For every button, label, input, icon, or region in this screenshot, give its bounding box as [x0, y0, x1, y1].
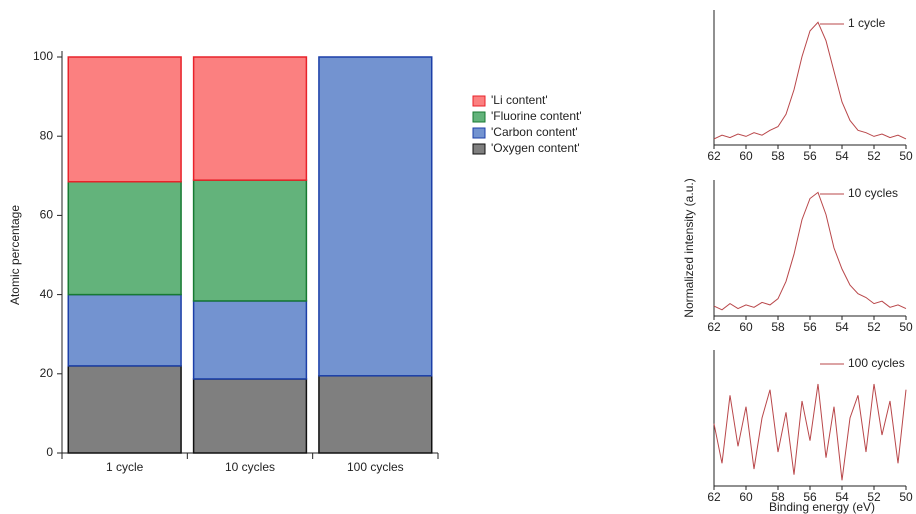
y-axis-label: Normalized intensity (a.u.) — [682, 178, 696, 317]
y-tick-label: 40 — [40, 287, 54, 301]
bar-segment — [318, 56, 433, 377]
x-tick-label: 1 cycle — [106, 460, 144, 474]
x-tick-label: 50 — [899, 149, 913, 163]
x-tick-label: 52 — [867, 490, 881, 504]
x-tick-label: 54 — [835, 149, 849, 163]
y-tick-label: 20 — [40, 366, 54, 380]
spectrum-line — [713, 383, 907, 481]
x-tick-label: 60 — [739, 320, 753, 334]
legend-swatch — [472, 143, 486, 155]
x-tick-label: 52 — [867, 320, 881, 334]
bar-segment — [192, 300, 308, 380]
legend-label: 'Fluorine content' — [491, 109, 582, 123]
legend-swatch — [472, 111, 486, 123]
x-tick-label: 52 — [867, 149, 881, 163]
bar-segment — [67, 365, 182, 454]
spectrum-line — [713, 191, 907, 311]
x-tick-label: 62 — [707, 490, 721, 504]
x-tick-label: 62 — [707, 320, 721, 334]
legend-label: 'Li content' — [491, 93, 548, 107]
bar-segment — [67, 293, 182, 367]
legend-label: 'Carbon content' — [491, 125, 578, 139]
legend-label: 'Oxygen content' — [491, 141, 580, 155]
legend-label: 1 cycle — [848, 16, 886, 30]
legend-label: 10 cycles — [848, 186, 898, 200]
bar-segment — [192, 179, 308, 302]
x-tick-label: 54 — [835, 490, 849, 504]
legend-swatch — [472, 95, 486, 107]
x-tick-label: 100 cycles — [347, 460, 404, 474]
x-tick-label: 62 — [707, 149, 721, 163]
x-tick-label: 60 — [739, 490, 753, 504]
x-axis-label: Binding energy (eV) — [769, 500, 875, 514]
x-tick-label: 56 — [803, 490, 817, 504]
x-tick-label: 10 cycles — [225, 460, 275, 474]
y-tick-label: 0 — [46, 445, 53, 459]
x-tick-label: 50 — [899, 320, 913, 334]
x-tick-label: 60 — [739, 149, 753, 163]
x-tick-label: 56 — [803, 320, 817, 334]
y-tick-label: 60 — [40, 208, 54, 222]
bar-segment — [318, 375, 433, 454]
bar-segment — [192, 378, 308, 454]
x-tick-label: 58 — [771, 149, 785, 163]
y-tick-label: 100 — [33, 49, 53, 63]
bar-segment — [192, 56, 308, 181]
legend-label: 100 cycles — [848, 356, 905, 370]
y-axis-label: Atomic percentage — [8, 205, 22, 305]
bar-segment — [67, 56, 182, 183]
x-tick-label: 58 — [771, 490, 785, 504]
bar-segment — [67, 180, 182, 296]
y-tick-label: 80 — [40, 128, 54, 142]
x-tick-label: 56 — [803, 149, 817, 163]
legend-swatch — [472, 127, 486, 139]
spectrum-line — [713, 21, 907, 140]
x-tick-label: 54 — [835, 320, 849, 334]
x-tick-label: 50 — [899, 490, 913, 504]
x-tick-label: 58 — [771, 320, 785, 334]
